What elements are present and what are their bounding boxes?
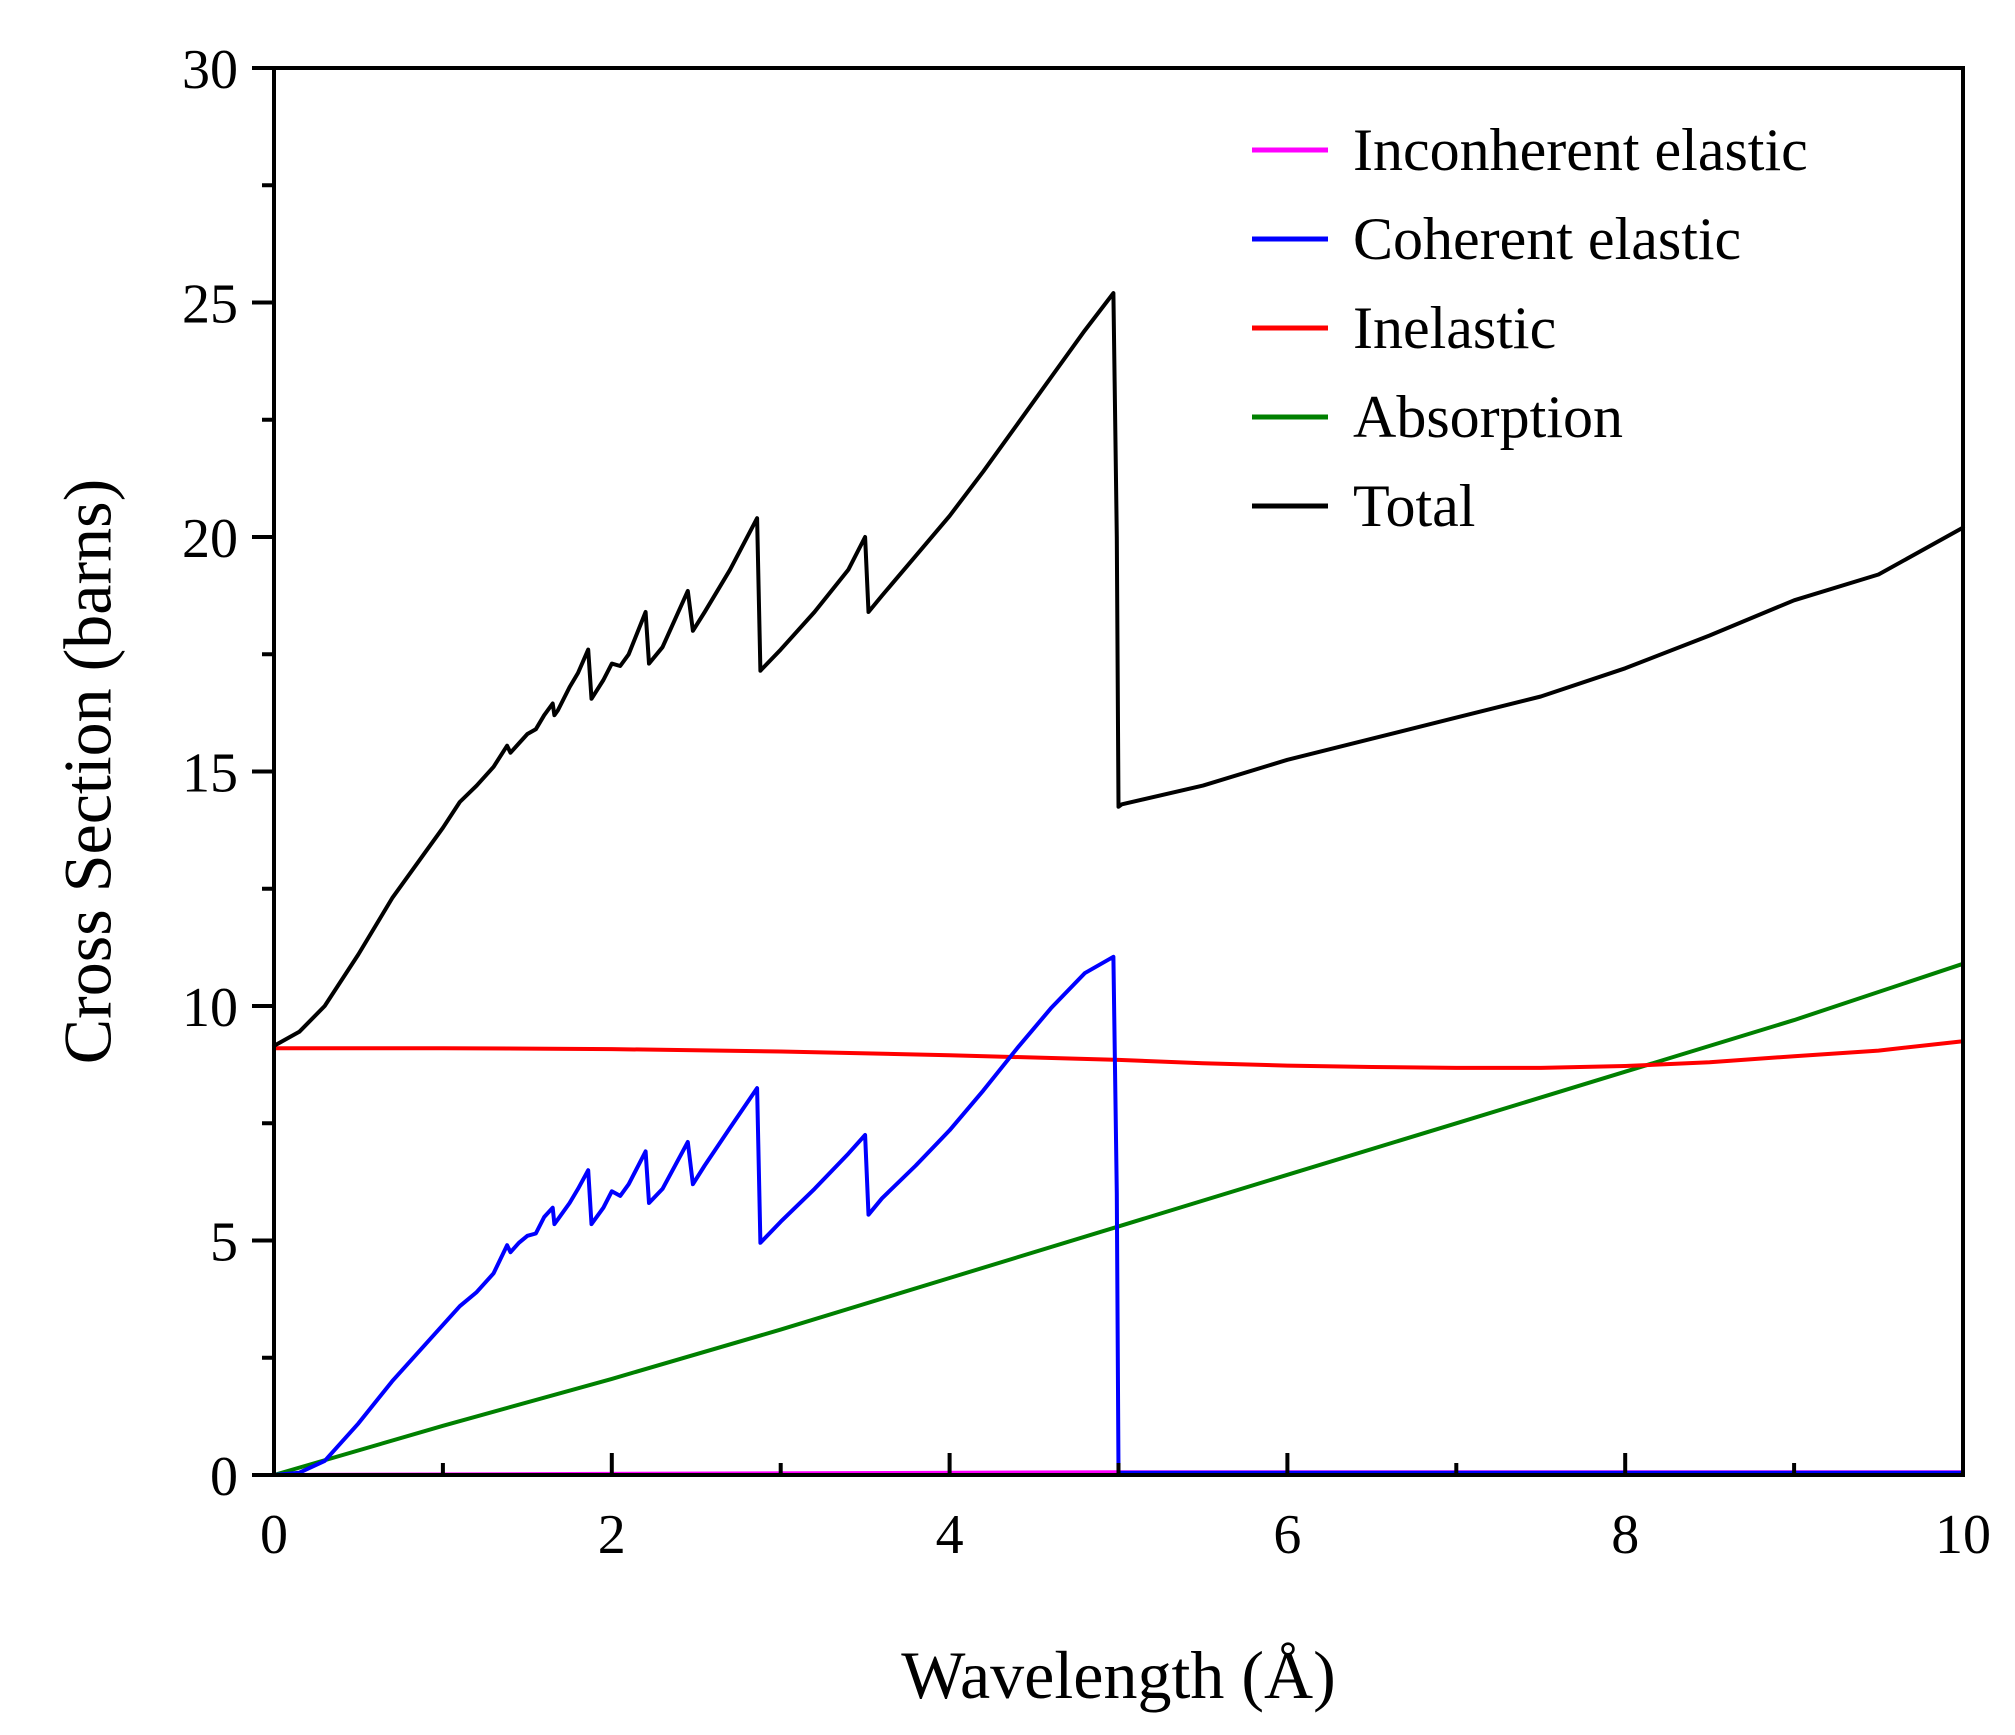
legend-label-inconherent-elastic: Inconherent elastic [1353,117,1808,183]
legend-label-absorption: Absorption [1353,384,1623,450]
series-layer [272,291,1965,1477]
y-tick-label: 25 [182,274,238,336]
y-tick-label: 5 [210,1212,238,1274]
x-tick-label: 4 [936,1504,964,1566]
series-line-coherent-elastic [272,954,1965,1477]
y-tick-label: 10 [182,977,238,1039]
legend-label-total: Total [1353,473,1475,539]
series-line-total [272,291,1965,1048]
legend: Inconherent elastic Coherent elastic Inela… [1252,117,1808,539]
legend-label-coherent-elastic: Coherent elastic [1353,206,1741,272]
x-tick-label: 10 [1935,1504,1991,1566]
x-tick-label: 6 [1273,1504,1301,1566]
x-tick-label: 2 [598,1504,626,1566]
y-tick-label: 0 [210,1446,238,1508]
x-axis-title: Wavelength (Å) [901,1637,1335,1713]
y-tick-label: 30 [182,39,238,101]
x-tick-label: 8 [1611,1504,1639,1566]
y-tick-label: 20 [182,508,238,570]
tick-layer: 0 2 4 6 8 10 0 5 10 15 20 25 30 [182,39,1991,1566]
legend-label-inelastic: Inelastic [1353,295,1556,361]
y-tick-label: 15 [182,743,238,805]
x-tick-label: 0 [260,1504,288,1566]
series-line-inelastic [272,1039,1965,1070]
y-axis-title: Cross Section (barns) [50,479,126,1064]
